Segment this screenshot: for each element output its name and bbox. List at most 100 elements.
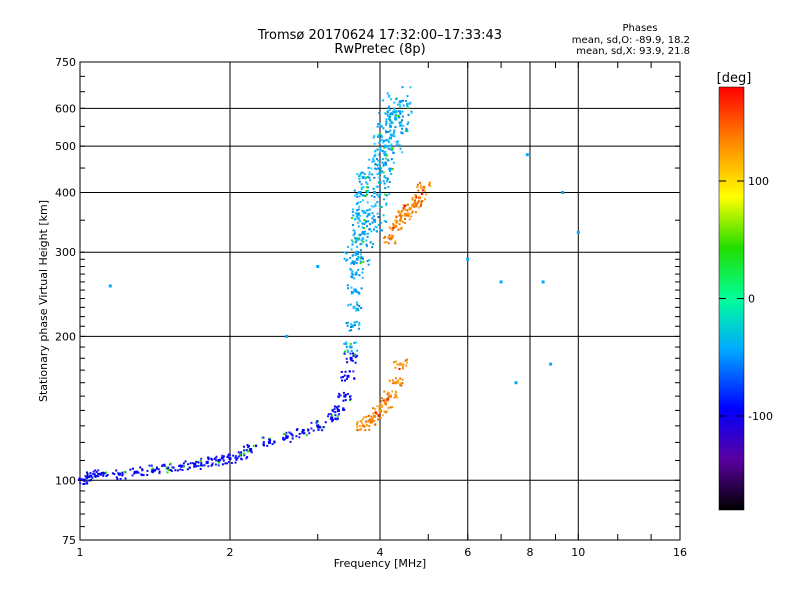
echo-dot xyxy=(307,429,310,432)
echo-dot xyxy=(394,240,397,243)
echo-dot xyxy=(405,204,408,207)
echo-dot xyxy=(329,413,332,416)
echo-dot xyxy=(356,237,359,240)
echo-dot xyxy=(395,118,398,121)
data-point xyxy=(394,381,398,385)
echo-dot xyxy=(410,110,413,113)
echo-dot xyxy=(389,168,392,171)
echo-dot xyxy=(398,143,401,146)
echo-dot xyxy=(387,398,390,401)
echo-dot xyxy=(203,464,206,467)
echo-dot xyxy=(89,472,92,475)
echo-dot xyxy=(428,183,431,186)
echo-dot xyxy=(371,160,374,163)
echo-dot xyxy=(352,214,355,217)
echo-dot xyxy=(356,307,359,310)
echo-dot xyxy=(113,473,116,476)
echo-dot xyxy=(355,261,358,264)
echo-dot xyxy=(399,123,402,126)
echo-dot xyxy=(397,114,400,117)
echo-dot xyxy=(102,474,105,477)
echo-dot xyxy=(205,462,208,465)
echo-dot xyxy=(378,122,381,125)
echo-dot xyxy=(329,417,332,420)
echo-dot xyxy=(352,234,355,237)
chart-subtitle: RwPretec (8p) xyxy=(334,42,425,57)
echo-dot xyxy=(337,395,340,398)
echo-dot xyxy=(358,195,361,198)
series-5 xyxy=(108,153,580,385)
echo-dot xyxy=(384,398,387,401)
echo-dot xyxy=(365,193,368,196)
data-point xyxy=(403,212,407,216)
echo-dot xyxy=(374,408,377,411)
echo-dot xyxy=(330,420,333,423)
echo-dot xyxy=(387,117,390,120)
echo-dot xyxy=(350,350,353,353)
echo-dot xyxy=(336,407,339,410)
echo-dot xyxy=(414,211,417,214)
echo-dot xyxy=(386,111,389,114)
echo-dot xyxy=(263,444,266,447)
echo-dot xyxy=(224,462,227,465)
echo-dot xyxy=(368,208,371,211)
echo-dot xyxy=(382,127,385,130)
echo-dot xyxy=(354,324,357,327)
phases-title: Phases xyxy=(622,23,657,34)
echo-dot xyxy=(340,376,343,379)
echo-dot xyxy=(409,101,412,104)
echo-dot xyxy=(414,195,417,198)
echo-dot xyxy=(381,158,384,161)
echo-dot xyxy=(374,225,377,228)
echo-dot xyxy=(92,470,95,473)
data-point xyxy=(378,180,382,184)
echo-dot xyxy=(281,437,284,440)
echo-dot xyxy=(355,253,358,256)
echo-dot xyxy=(163,463,166,466)
echo-dot xyxy=(188,466,191,469)
echo-dot xyxy=(243,452,246,455)
echo-dot xyxy=(380,167,383,170)
echo-dot xyxy=(332,410,335,413)
echo-dot xyxy=(337,405,340,408)
echo-dot xyxy=(404,359,407,362)
echo-dot xyxy=(411,210,414,213)
echo-dot xyxy=(349,342,352,345)
echo-dot xyxy=(344,393,347,396)
echo-dot xyxy=(389,133,392,136)
echo-dot xyxy=(379,411,382,414)
echo-dot xyxy=(90,474,93,477)
echo-dot xyxy=(373,420,376,423)
echo-dot xyxy=(401,86,404,89)
echo-dot xyxy=(321,429,324,432)
echo-dot xyxy=(369,179,372,182)
echo-dot xyxy=(388,395,391,398)
echo-dot xyxy=(387,105,390,108)
echo-dot xyxy=(357,217,360,220)
echo-dot xyxy=(158,470,161,473)
echo-dot xyxy=(361,226,364,229)
echo-dot xyxy=(364,195,367,198)
echo-dot xyxy=(358,180,361,183)
echo-dot xyxy=(357,208,360,211)
echo-dot xyxy=(200,462,203,465)
echo-dot xyxy=(295,435,298,438)
echo-dot xyxy=(388,379,391,382)
echo-dot xyxy=(400,384,403,387)
echo-dot xyxy=(400,215,403,218)
echo-dot xyxy=(106,474,109,477)
y-tick-label: 500 xyxy=(55,140,76,153)
echo-dot xyxy=(354,353,357,356)
echo-dot xyxy=(410,111,413,114)
echo-dot xyxy=(350,323,353,326)
data-point xyxy=(549,362,553,366)
echo-dot xyxy=(402,104,405,107)
echo-dot xyxy=(381,404,384,407)
echo-dot xyxy=(399,124,402,127)
echo-dot xyxy=(349,398,352,401)
echo-dot xyxy=(377,195,380,198)
echo-dot xyxy=(376,413,379,416)
y-tick-label: 400 xyxy=(55,186,76,199)
echo-dot xyxy=(121,473,124,476)
